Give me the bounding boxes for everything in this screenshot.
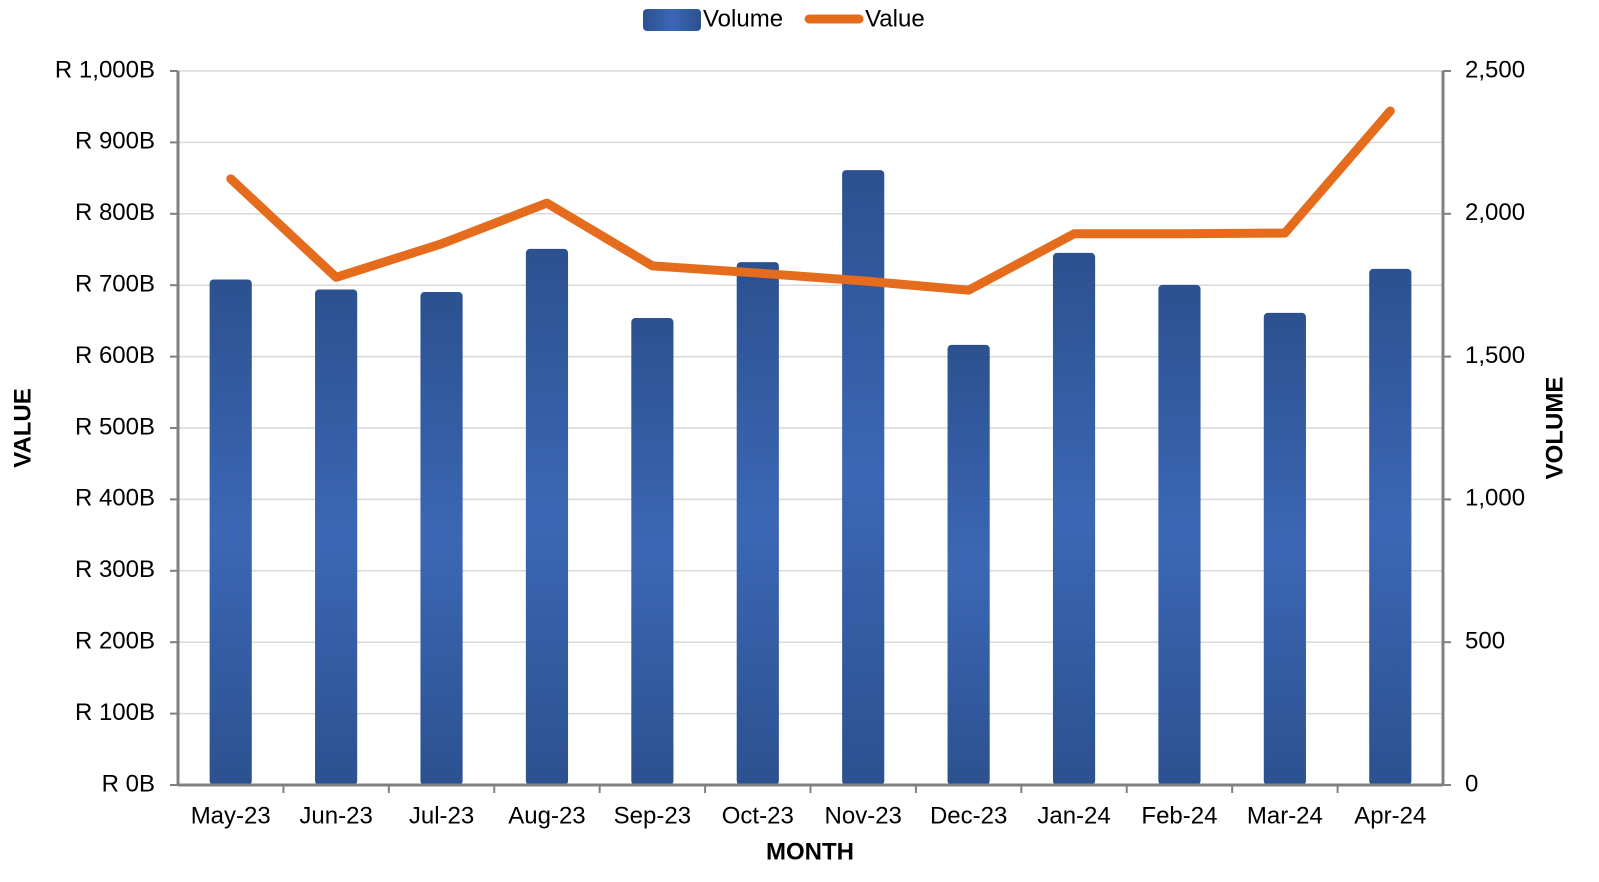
x-tick-label: Dec-23	[930, 802, 1007, 829]
y-tick-label: R 400B	[75, 485, 155, 512]
x-tick-label: Apr-24	[1354, 802, 1426, 829]
y-tick-label: R 700B	[75, 271, 155, 298]
x-axis-title: MONTH	[766, 838, 854, 865]
legend-label: Value	[865, 5, 925, 32]
x-tick-label: Mar-24	[1247, 802, 1323, 829]
y2-axis-title: VOLUME	[1541, 377, 1568, 480]
bar	[209, 279, 252, 785]
bar	[315, 289, 358, 785]
x-tick-label: May-23	[191, 802, 271, 829]
legend-swatch	[643, 9, 701, 31]
bar	[947, 344, 990, 785]
bar	[1263, 312, 1306, 785]
y-tick-label: R 0B	[102, 770, 155, 797]
grid	[178, 70, 1443, 786]
marks	[209, 106, 1412, 786]
y2-tick-label: 1,500	[1465, 342, 1525, 369]
x-tick-label: Sep-23	[614, 802, 691, 829]
y-tick-label: R 500B	[75, 413, 155, 440]
x-tick-label: Jun-23	[299, 802, 372, 829]
y2-tick-label: 1,000	[1465, 485, 1525, 512]
y-tick-label: R 800B	[75, 199, 155, 226]
bar	[1158, 284, 1201, 785]
y-axis-title: VALUE	[9, 388, 36, 468]
x-tick-label: Oct-23	[722, 802, 794, 829]
x-tick-label: Aug-23	[508, 802, 585, 829]
y-tick-label: R 300B	[75, 556, 155, 583]
bar	[736, 262, 779, 785]
bar	[842, 170, 885, 785]
y-tick-label: R 900B	[75, 128, 155, 155]
x-tick-label: Jul-23	[409, 802, 474, 829]
y2-tick-label: 0	[1465, 770, 1478, 797]
legend-label: Volume	[703, 5, 783, 32]
y-tick-label: R 100B	[75, 699, 155, 726]
bar	[1369, 268, 1412, 786]
x-tick-label: Feb-24	[1141, 802, 1217, 829]
bar	[1052, 252, 1096, 786]
y2-tick-label: 2,000	[1465, 199, 1525, 226]
bar	[525, 248, 569, 785]
x-tick-label: Nov-23	[825, 802, 902, 829]
y2-tick-label: 500	[1465, 628, 1505, 655]
bar	[631, 318, 674, 785]
y-tick-label: R 1,000B	[55, 56, 155, 83]
x-tick-label: Jan-24	[1037, 802, 1110, 829]
y-tick-label: R 200B	[75, 628, 155, 655]
bar	[420, 292, 463, 785]
y2-tick-label: 2,500	[1465, 56, 1525, 83]
y-tick-label: R 600B	[75, 342, 155, 369]
line	[226, 106, 1395, 295]
